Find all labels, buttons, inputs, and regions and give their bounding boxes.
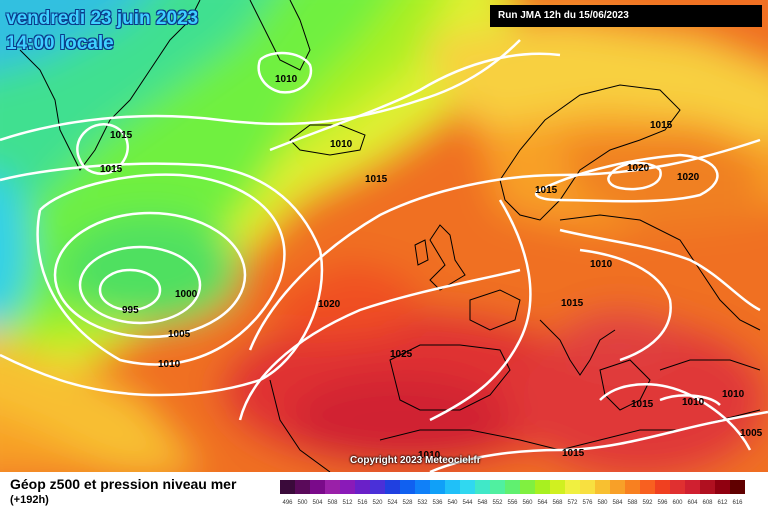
isobar-label: 1020 bbox=[318, 299, 341, 310]
legend-swatch bbox=[385, 480, 400, 494]
legend-value: 496 bbox=[282, 500, 293, 506]
product-title: Géop z500 et pression niveau mer bbox=[10, 476, 237, 492]
isobar-label: 1010 bbox=[275, 74, 298, 85]
legend-value: 548 bbox=[477, 500, 488, 506]
legend-swatch bbox=[715, 480, 730, 494]
isobar-label: 1025 bbox=[390, 349, 413, 360]
legend-swatch bbox=[595, 480, 610, 494]
coastlines bbox=[19, 0, 761, 472]
legend-swatch bbox=[535, 480, 550, 494]
legend-swatch bbox=[445, 480, 460, 494]
forecast-time: 14:00 locale bbox=[6, 33, 114, 54]
isobar-label: 1020 bbox=[677, 172, 700, 183]
legend-value: 592 bbox=[642, 500, 653, 506]
legend-swatch bbox=[685, 480, 700, 494]
legend-value: 596 bbox=[657, 500, 668, 506]
isobar-label: 1015 bbox=[110, 130, 133, 141]
legend-swatch bbox=[520, 480, 535, 494]
legend-value: 604 bbox=[687, 500, 698, 506]
weather-map: 1015 1015 1010 1010 1015 995 1000 1005 1… bbox=[0, 0, 768, 472]
isobar-label: 1015 bbox=[535, 185, 558, 196]
legend-swatch bbox=[400, 480, 415, 494]
legend-swatch bbox=[295, 480, 310, 494]
color-legend: 496 500 504 508 512 516 520 524 528 532 536 540 544 5… bbox=[280, 480, 745, 506]
legend-value: 568 bbox=[552, 500, 563, 506]
isobar-label: 1015 bbox=[561, 298, 584, 309]
legend-value: 580 bbox=[597, 500, 608, 506]
isobar-label: 1010 bbox=[722, 389, 745, 400]
legend-value: 540 bbox=[447, 500, 458, 506]
legend-value: 524 bbox=[387, 500, 398, 506]
legend-swatch bbox=[565, 480, 580, 494]
legend-swatch bbox=[610, 480, 625, 494]
footer-bar: Géop z500 et pression niveau mer (+192h)… bbox=[0, 472, 768, 512]
legend-value: 512 bbox=[342, 500, 353, 506]
legend-value: 572 bbox=[567, 500, 578, 506]
forecast-date: vendredi 23 juin 2023 bbox=[6, 8, 199, 29]
isobar-label: 1015 bbox=[631, 399, 654, 410]
legend-value: 576 bbox=[582, 500, 593, 506]
legend-value: 560 bbox=[522, 500, 533, 506]
legend-value: 544 bbox=[462, 500, 473, 506]
copyright-text: Copyright 2023 Meteociel.fr bbox=[350, 455, 481, 466]
isobar-label: 1020 bbox=[627, 163, 650, 174]
legend-value: 528 bbox=[402, 500, 413, 506]
lead-time: (+192h) bbox=[10, 494, 49, 506]
legend-value: 564 bbox=[537, 500, 548, 506]
isobar-label: 1005 bbox=[740, 428, 763, 439]
legend-swatch bbox=[670, 480, 685, 494]
legend-swatch bbox=[550, 480, 565, 494]
legend-value: 500 bbox=[297, 500, 308, 506]
legend-value: 536 bbox=[432, 500, 443, 506]
legend-value: 608 bbox=[702, 500, 713, 506]
legend-swatch bbox=[310, 480, 325, 494]
legend-swatch bbox=[355, 480, 370, 494]
legend-swatch bbox=[415, 480, 430, 494]
legend-swatch bbox=[640, 480, 655, 494]
legend-swatch bbox=[475, 480, 490, 494]
legend-swatch bbox=[505, 480, 520, 494]
legend-value: 588 bbox=[627, 500, 638, 506]
legend-swatch bbox=[460, 480, 475, 494]
isobar-label: 1015 bbox=[562, 448, 585, 459]
legend-value: 556 bbox=[507, 500, 518, 506]
isobar-label: 1015 bbox=[365, 174, 388, 185]
model-run-label: Run JMA 12h du 15/06/2023 bbox=[490, 5, 762, 27]
legend-swatch bbox=[580, 480, 595, 494]
legend-value: 552 bbox=[492, 500, 503, 506]
legend-value: 504 bbox=[312, 500, 323, 506]
legend-value: 584 bbox=[612, 500, 623, 506]
legend-swatch bbox=[325, 480, 340, 494]
legend-swatch bbox=[430, 480, 445, 494]
isobars bbox=[0, 39, 768, 472]
legend-swatch bbox=[730, 480, 745, 494]
legend-value: 532 bbox=[417, 500, 428, 506]
isobar-label: 995 bbox=[122, 305, 139, 316]
legend-swatch bbox=[625, 480, 640, 494]
isobar-label: 1005 bbox=[168, 329, 191, 340]
legend-swatch bbox=[280, 480, 295, 494]
isobar-label: 1010 bbox=[590, 259, 613, 270]
legend-value: 516 bbox=[357, 500, 368, 506]
legend-value: 520 bbox=[372, 500, 383, 506]
isobar-label: 1010 bbox=[158, 359, 181, 370]
isobar-label: 1000 bbox=[175, 289, 198, 300]
isobar-label: 1010 bbox=[330, 139, 353, 150]
legend-swatch bbox=[490, 480, 505, 494]
isobar-label: 1010 bbox=[682, 397, 705, 408]
legend-swatch bbox=[655, 480, 670, 494]
legend-value: 616 bbox=[732, 500, 743, 506]
isobar-label: 1015 bbox=[650, 120, 673, 131]
legend-swatch bbox=[370, 480, 385, 494]
legend-value: 612 bbox=[717, 500, 728, 506]
legend-value: 508 bbox=[327, 500, 338, 506]
legend-swatch bbox=[340, 480, 355, 494]
isobar-label: 1010 bbox=[418, 450, 441, 461]
isobar-labels: 1015 1015 1010 1010 1015 995 1000 1005 1… bbox=[100, 74, 763, 461]
legend-value: 600 bbox=[672, 500, 683, 506]
legend-swatch bbox=[700, 480, 715, 494]
isobar-label: 1015 bbox=[100, 164, 123, 175]
